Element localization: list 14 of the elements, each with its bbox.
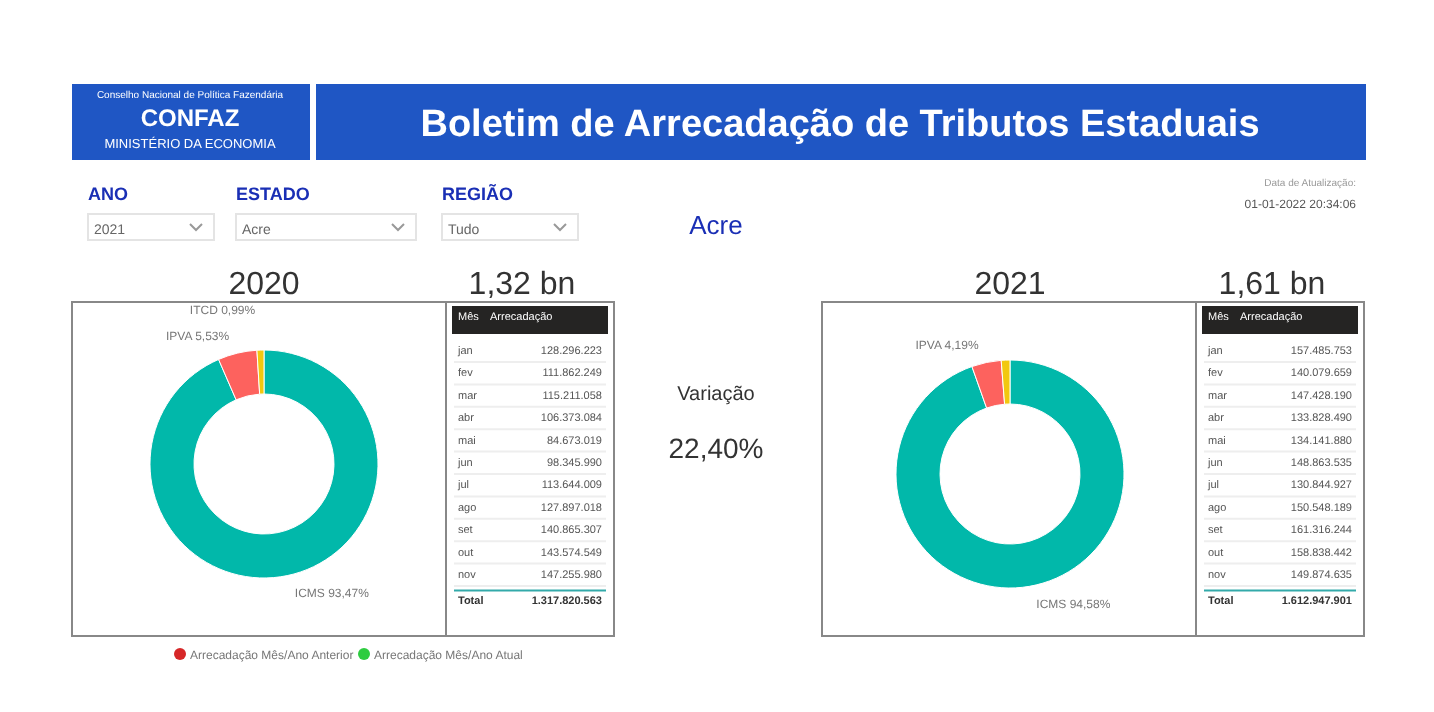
donut-slice xyxy=(895,359,1125,589)
text: Boletim de Arrecadação de Tributos Estaduais xyxy=(420,104,1260,146)
text: ANO xyxy=(88,184,128,204)
chart-title: 2021 xyxy=(974,268,1046,302)
text: CONFAZ xyxy=(140,104,240,132)
text: 22,40% xyxy=(668,432,764,464)
text: ESTADO xyxy=(236,184,310,204)
text: 1,61 bn xyxy=(1218,268,1326,302)
text: Variação xyxy=(677,384,756,406)
text: 1,32 bn xyxy=(468,268,576,302)
chart-title: 2020 xyxy=(228,268,300,302)
text: Acre xyxy=(689,210,743,240)
text: REGIÃO xyxy=(442,182,514,204)
donut-slice xyxy=(149,349,379,579)
